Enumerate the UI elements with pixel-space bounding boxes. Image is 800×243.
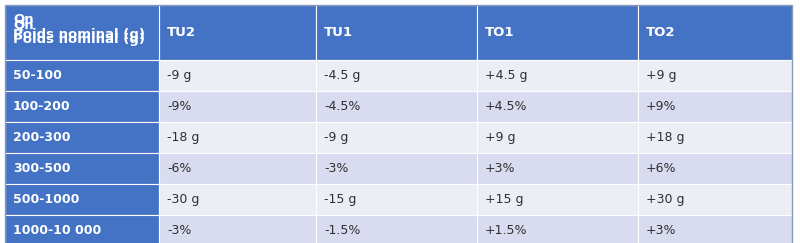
Text: -4.5 g: -4.5 g (324, 69, 360, 82)
Bar (159, 91, 316, 122)
Bar (159, 122, 316, 153)
Text: TU2: TU2 (167, 26, 196, 39)
Bar (5, 5, 159, 60)
Bar (316, 215, 477, 243)
Bar (477, 60, 638, 91)
Text: -9 g: -9 g (324, 131, 348, 144)
Text: +4.5 g: +4.5 g (485, 69, 527, 82)
Text: -9%: -9% (167, 100, 191, 113)
Bar (638, 60, 792, 91)
Text: +1.5%: +1.5% (485, 224, 527, 237)
Text: TO1: TO1 (485, 26, 514, 39)
Text: 500-1000: 500-1000 (13, 193, 79, 206)
Bar (316, 5, 477, 60)
Bar (5, 153, 159, 184)
Text: -3%: -3% (167, 224, 191, 237)
Bar (638, 184, 792, 215)
Text: +3%: +3% (646, 224, 677, 237)
Text: -4.5%: -4.5% (324, 100, 360, 113)
Text: +6%: +6% (646, 162, 677, 175)
Text: +3%: +3% (485, 162, 515, 175)
Text: +9 g: +9 g (646, 69, 677, 82)
Text: +9 g: +9 g (485, 131, 515, 144)
Bar (477, 184, 638, 215)
Text: -15 g: -15 g (324, 193, 356, 206)
Text: Qn
Poids nominal (g): Qn Poids nominal (g) (13, 13, 145, 41)
Bar (477, 122, 638, 153)
Text: 200-300: 200-300 (13, 131, 70, 144)
Bar (159, 60, 316, 91)
Text: -9 g: -9 g (167, 69, 191, 82)
Text: +9%: +9% (646, 100, 677, 113)
Text: +30 g: +30 g (646, 193, 685, 206)
Bar (477, 91, 638, 122)
Text: -6%: -6% (167, 162, 191, 175)
Text: -3%: -3% (324, 162, 348, 175)
Text: TU1: TU1 (324, 26, 353, 39)
Bar (477, 5, 638, 60)
Bar (5, 122, 159, 153)
Text: 100-200: 100-200 (13, 100, 70, 113)
Bar (638, 91, 792, 122)
Bar (477, 153, 638, 184)
Bar (5, 215, 159, 243)
Text: -18 g: -18 g (167, 131, 199, 144)
Text: Qn
Poids nominal (g): Qn Poids nominal (g) (13, 18, 145, 46)
Text: +18 g: +18 g (646, 131, 685, 144)
Bar (159, 5, 316, 60)
Bar (5, 91, 159, 122)
Bar (316, 153, 477, 184)
Bar (5, 5, 159, 60)
Bar (638, 122, 792, 153)
Text: -1.5%: -1.5% (324, 224, 360, 237)
Bar (477, 215, 638, 243)
Bar (5, 184, 159, 215)
Bar (638, 215, 792, 243)
Text: +4.5%: +4.5% (485, 100, 527, 113)
Text: -30 g: -30 g (167, 193, 199, 206)
Text: 1000-10 000: 1000-10 000 (13, 224, 102, 237)
Bar (316, 60, 477, 91)
Bar (5, 60, 159, 91)
Text: +15 g: +15 g (485, 193, 523, 206)
Bar (638, 5, 792, 60)
Bar (316, 122, 477, 153)
Bar (316, 184, 477, 215)
Text: 300-500: 300-500 (13, 162, 70, 175)
Bar (159, 215, 316, 243)
Text: TO2: TO2 (646, 26, 675, 39)
Text: 50-100: 50-100 (13, 69, 62, 82)
Bar (316, 91, 477, 122)
Bar (159, 184, 316, 215)
Bar (159, 153, 316, 184)
Bar (638, 153, 792, 184)
